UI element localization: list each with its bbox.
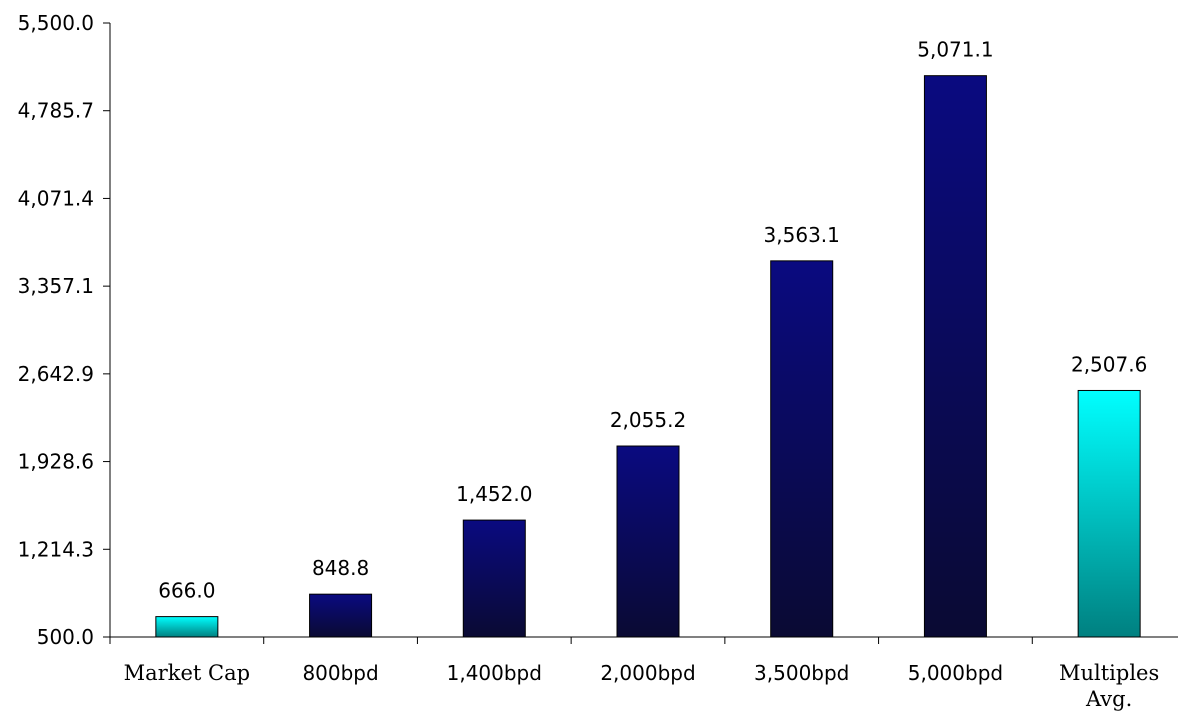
x-axis: Market Cap 800bpd 1,400bpd 2,000bpd 3,500bpd… — [109, 636, 1178, 711]
data-label: 2,507.6 — [1071, 352, 1147, 376]
y-tick-label: 1,214.3 — [18, 537, 94, 561]
x-tick-label: 5,000bpd — [908, 661, 1003, 685]
data-label: 2,055.2 — [610, 408, 686, 432]
data-label: 3,563.1 — [764, 223, 840, 247]
bar — [462, 519, 526, 638]
y-tick-label: 500.0 — [37, 625, 94, 649]
bar — [155, 616, 219, 638]
y-tick-label: 1,928.6 — [18, 450, 94, 474]
x-tick-label: Multiples — [1059, 661, 1159, 685]
data-label: 5,071.1 — [917, 38, 993, 62]
bar — [923, 75, 987, 638]
data-label: 666.0 — [158, 579, 215, 603]
data-label: 1,452.0 — [456, 482, 532, 506]
x-tick-label: 3,500bpd — [754, 661, 849, 685]
bar — [770, 260, 834, 638]
y-axis: 500.0 1,214.3 1,928.6 2,642.9 3,357.1 4,071.4… — [18, 11, 111, 649]
bars — [155, 75, 1141, 638]
x-tick-label: 1,400bpd — [447, 661, 542, 685]
x-tick-label: 2,000bpd — [600, 661, 695, 685]
y-tick-label: 2,642.9 — [18, 362, 94, 386]
bar — [309, 593, 373, 638]
x-tick-label: Avg. — [1085, 687, 1132, 711]
y-tick-label: 4,071.4 — [18, 186, 94, 210]
bar — [616, 445, 680, 638]
data-labels: 666.0 848.8 1,452.0 2,055.2 3,563.1 5,071.1 2,… — [158, 38, 1147, 603]
bar — [1077, 389, 1141, 638]
y-tick-label: 5,500.0 — [18, 11, 94, 35]
y-tick-label: 3,357.1 — [18, 274, 94, 298]
data-label: 848.8 — [312, 556, 369, 580]
y-tick-label: 4,785.7 — [18, 99, 94, 123]
x-tick-label: Market Cap — [124, 661, 250, 685]
x-tick-label: 800bpd — [302, 661, 378, 685]
